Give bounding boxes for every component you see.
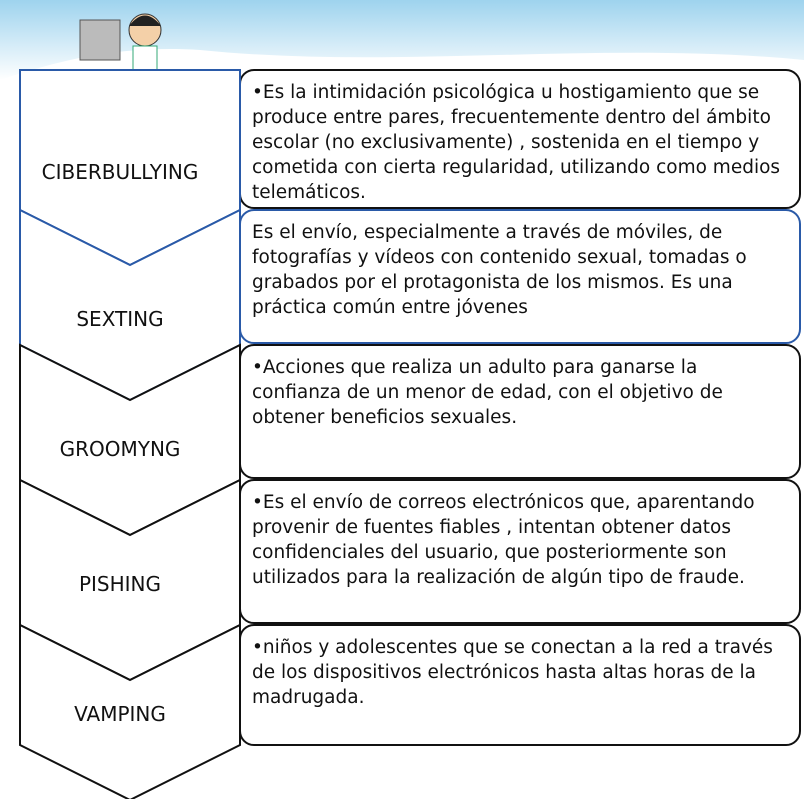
chevron — [19, 623, 241, 799]
description: •niños y adolescentes que se conectan a … — [252, 637, 773, 708]
term: CIBERBULLYING — [41, 160, 199, 184]
header-wave — [0, 0, 804, 80]
term: PISHING — [78, 572, 162, 596]
description: Es el envío, especialmente a través de m… — [252, 222, 747, 318]
term: GROOMYNG — [59, 437, 181, 461]
description: •Es el envío de correos electrónicos que… — [252, 492, 755, 588]
description: •Es la intimidación psicológica u hostig… — [252, 82, 781, 203]
term: VAMPING — [74, 702, 166, 726]
description: •Acciones que realiza un adulto para gan… — [252, 357, 723, 428]
term: SEXTING — [76, 307, 164, 331]
